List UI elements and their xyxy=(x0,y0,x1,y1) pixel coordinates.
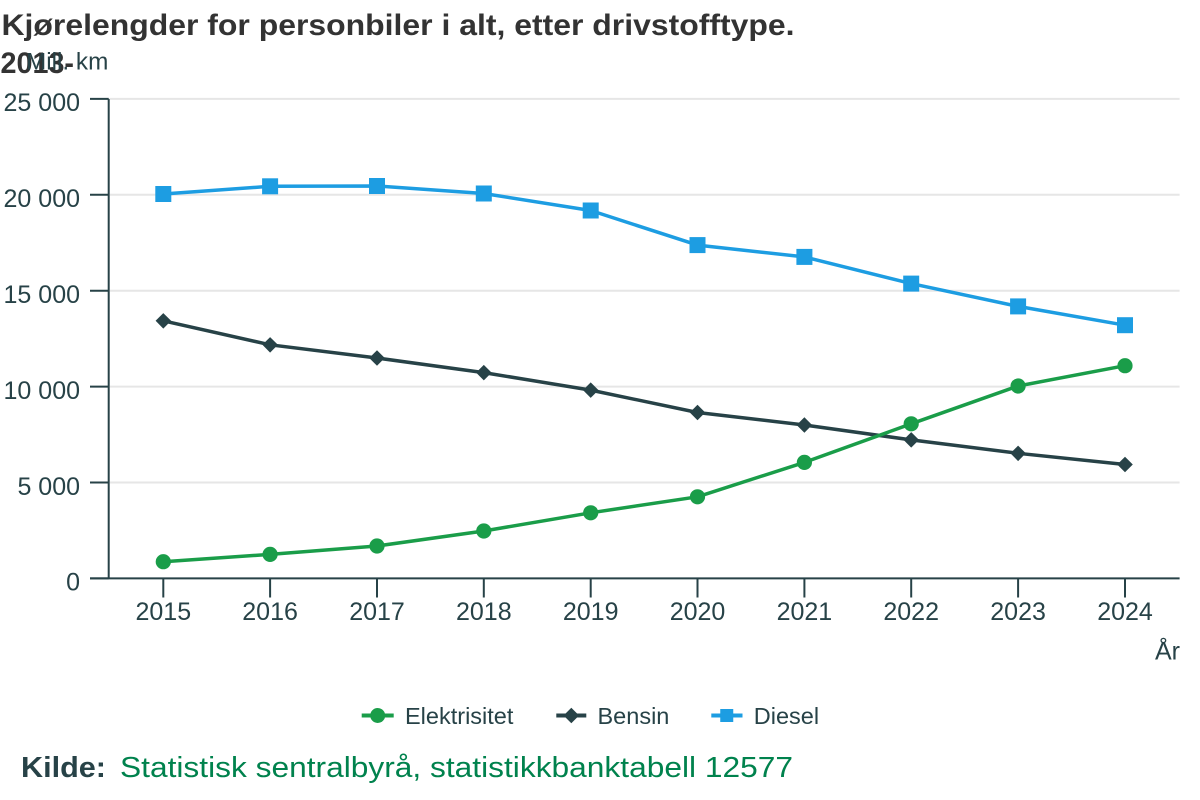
svg-text:2021: 2021 xyxy=(777,598,833,626)
svg-text:2020: 2020 xyxy=(670,598,726,626)
svg-text:Bensin: Bensin xyxy=(598,703,670,729)
svg-text:2016: 2016 xyxy=(242,598,298,626)
svg-text:Statistisk sentralbyrå, statis: Statistisk sentralbyrå, statistikkbankta… xyxy=(120,752,793,784)
svg-text:Mill. km: Mill. km xyxy=(26,49,108,76)
svg-text:10 000: 10 000 xyxy=(4,377,80,405)
svg-text:Kjørelengder for personbiler i: Kjørelengder for personbiler i alt, ette… xyxy=(2,9,795,42)
svg-text:2022: 2022 xyxy=(883,598,939,626)
svg-text:0: 0 xyxy=(66,569,80,597)
svg-text:15 000: 15 000 xyxy=(4,281,80,309)
svg-text:2017: 2017 xyxy=(349,598,405,626)
svg-text:2013-: 2013- xyxy=(1,47,75,80)
svg-text:2024: 2024 xyxy=(1097,598,1153,626)
svg-text:2023: 2023 xyxy=(990,598,1046,626)
svg-text:5 000: 5 000 xyxy=(17,473,80,501)
svg-text:Diesel: Diesel xyxy=(754,703,819,729)
svg-text:2015: 2015 xyxy=(135,598,191,626)
svg-text:2018: 2018 xyxy=(456,598,512,626)
svg-text:Kilde:: Kilde: xyxy=(21,752,106,784)
svg-text:20 000: 20 000 xyxy=(4,185,80,213)
svg-text:25 000: 25 000 xyxy=(4,89,80,117)
svg-text:Elektrisitet: Elektrisitet xyxy=(405,703,514,729)
svg-text:År: År xyxy=(1155,636,1180,666)
svg-text:2019: 2019 xyxy=(563,598,619,626)
